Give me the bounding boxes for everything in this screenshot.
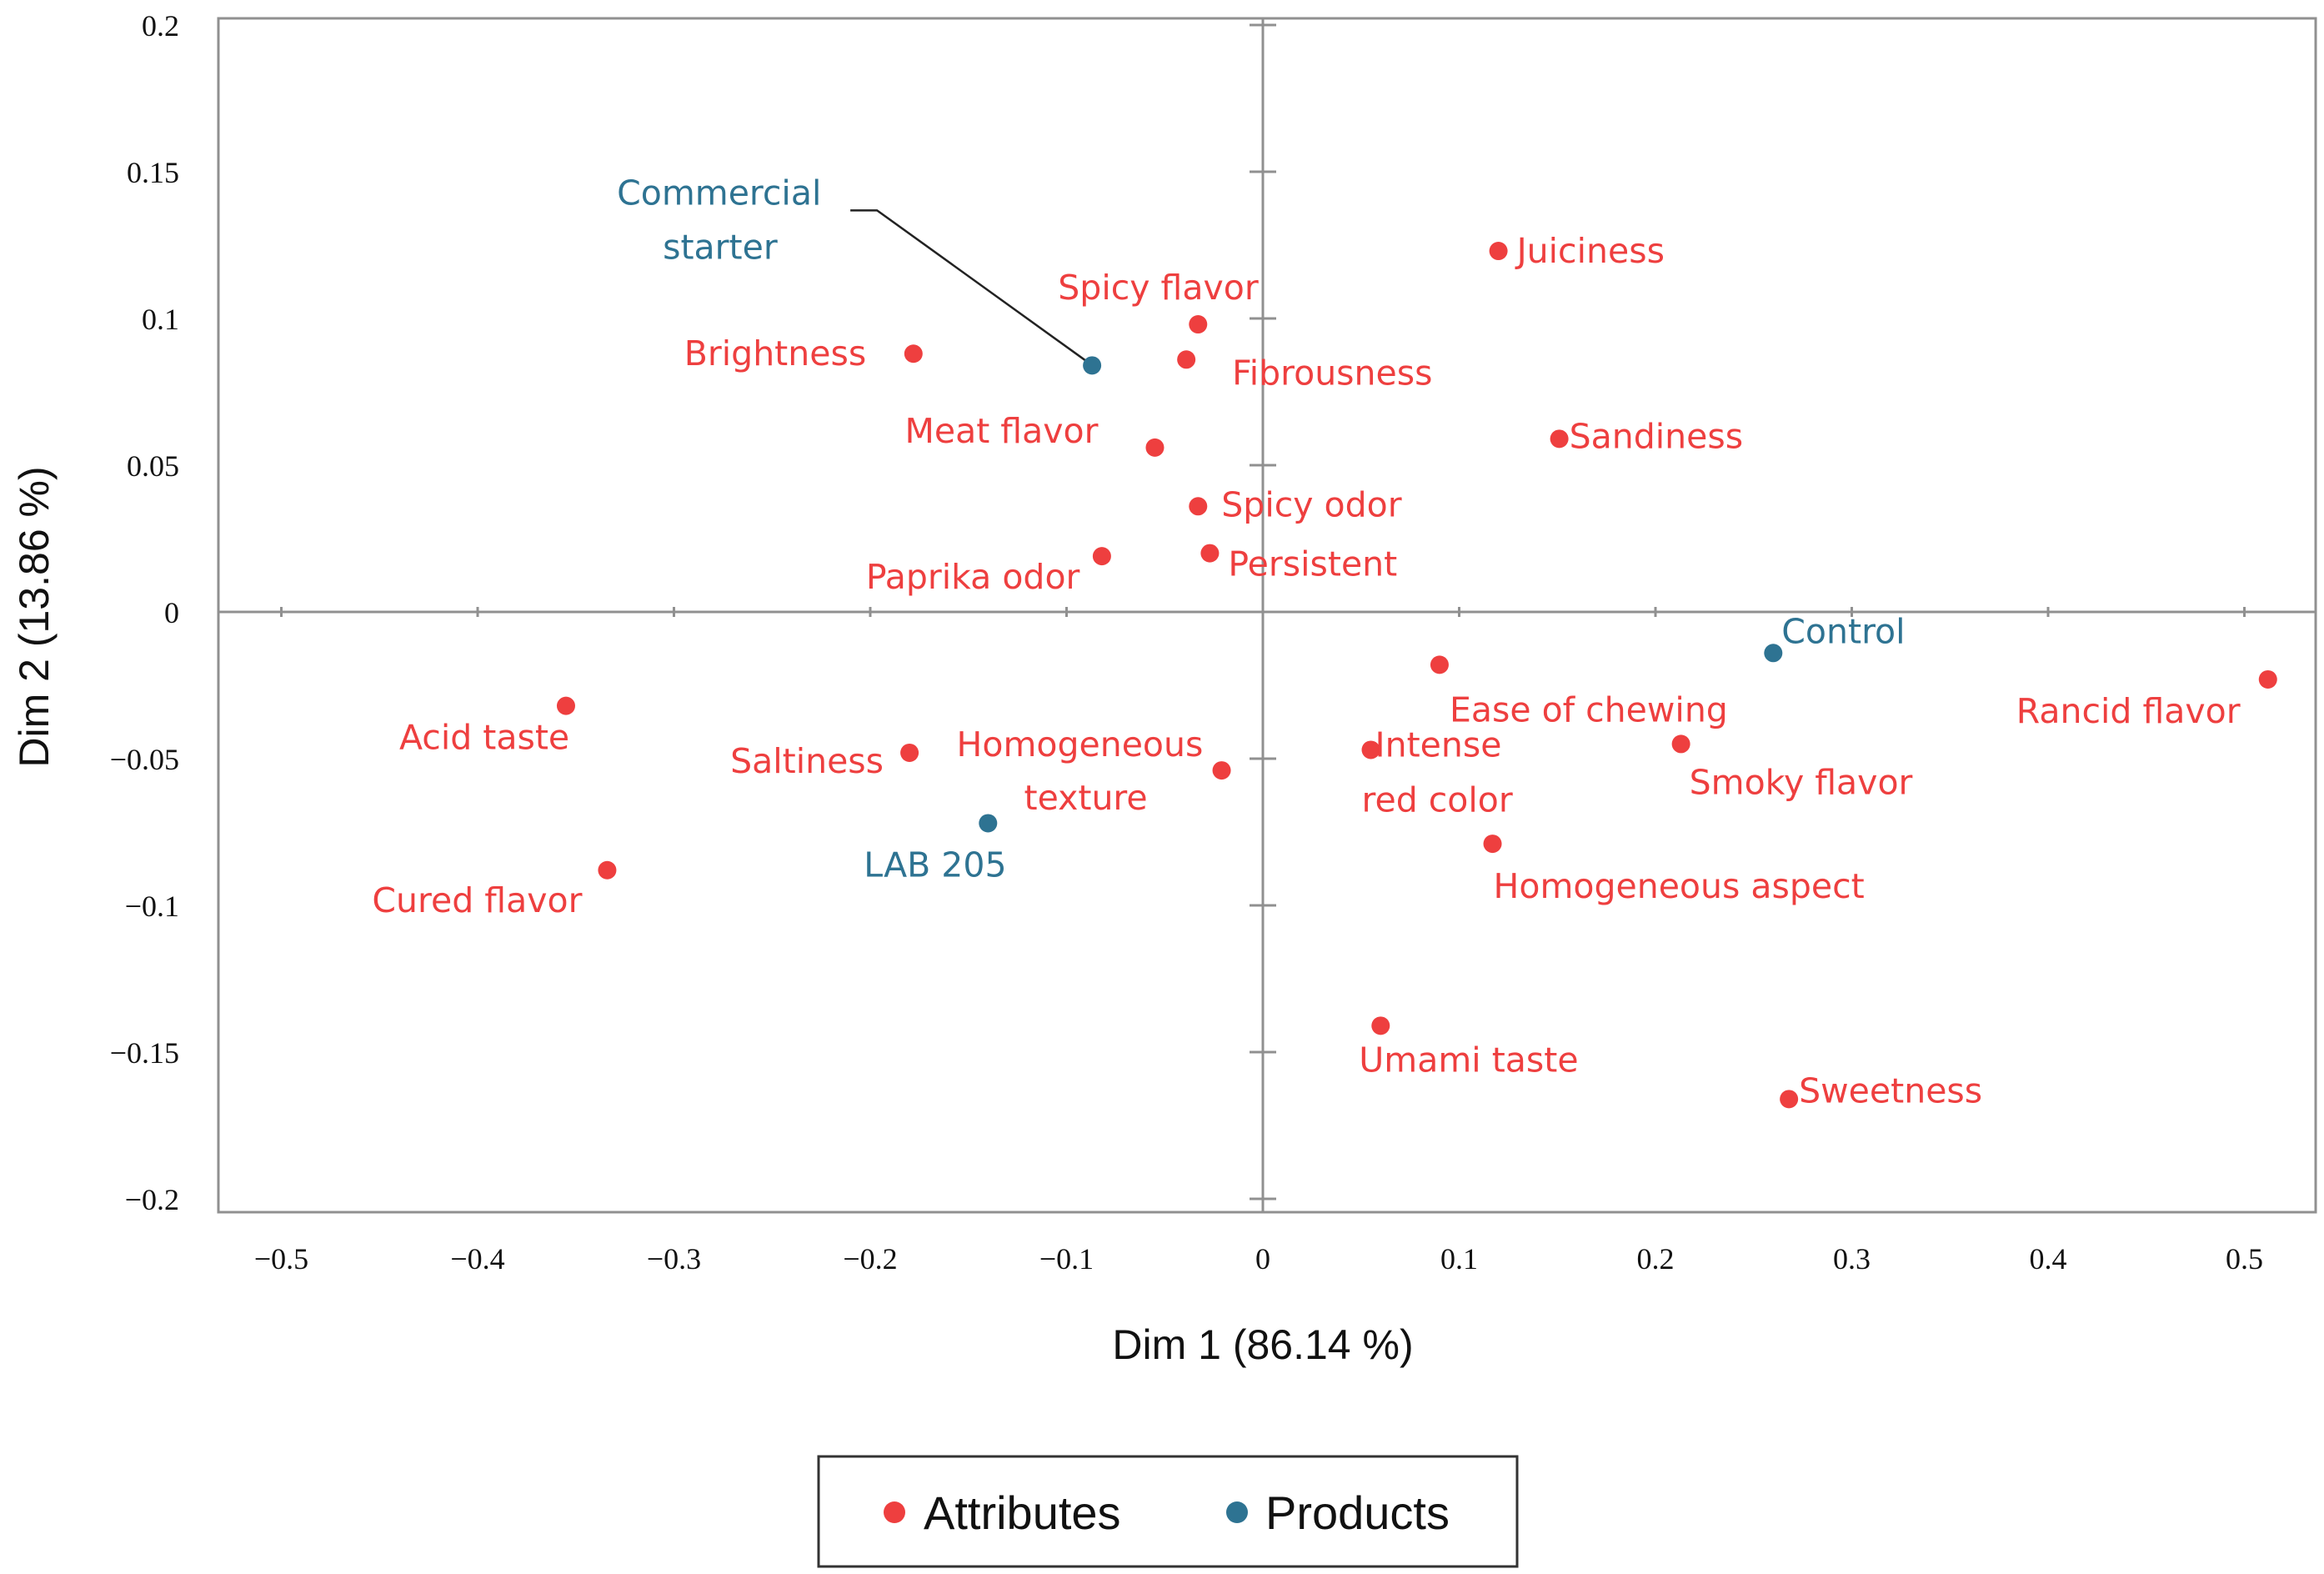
point-label: Meat flavor — [904, 411, 1098, 451]
point-label: LAB 205 — [864, 845, 1006, 885]
point-label: Sweetness — [1799, 1070, 1982, 1110]
point-attributes — [1671, 734, 1690, 754]
point-label: Smoky flavor — [1690, 762, 1913, 802]
x-tick-label: 0.4 — [2030, 1242, 2067, 1276]
data-points — [556, 242, 2277, 1109]
x-axis-ticks: −0.5 −0.4 −0.3 −0.2 −0.1 0 0.1 0.2 0.3 0.4 0.5 — [254, 607, 2263, 1276]
point-label: Homogeneous texture — [957, 724, 1204, 818]
point-label: Juiciness — [1515, 231, 1665, 271]
x-axis-title: Dim 1 (86.14 %) — [1112, 1321, 1413, 1368]
point-attributes — [2258, 669, 2277, 689]
leader-lines — [850, 209, 1086, 362]
point-label: Intense red color — [1362, 724, 1513, 820]
point-attributes — [556, 696, 575, 715]
y-tick-label: −0.2 — [125, 1183, 179, 1216]
zero-axes — [218, 18, 2316, 1212]
y-tick-label: 0.15 — [127, 156, 179, 189]
point-label: Persistent — [1228, 544, 1397, 584]
point-attributes — [1550, 429, 1569, 449]
point-label: Saltiness — [730, 741, 884, 781]
point-attributes — [900, 743, 919, 762]
point-attributes — [598, 860, 617, 880]
point-label: Paprika odor — [866, 557, 1080, 597]
point-label: Cured flavor — [372, 880, 582, 920]
y-tick-label: −0.1 — [125, 890, 179, 923]
y-tick-label: 0.1 — [142, 303, 179, 336]
point-attributes — [1189, 315, 1208, 334]
legend-marker-attributes — [884, 1501, 905, 1523]
legend: Attributes Products — [817, 1455, 1519, 1568]
x-tick-label: 0.1 — [1440, 1242, 1478, 1276]
point-label: Control — [1781, 611, 1905, 651]
legend-label-attributes: Attributes — [924, 1486, 1121, 1539]
point-attributes — [1371, 1016, 1390, 1035]
x-tick-label: 0.2 — [1637, 1242, 1675, 1276]
y-tick-label: 0.05 — [127, 449, 179, 483]
plot-frame — [217, 17, 2317, 1214]
point-label: Umami taste — [1359, 1040, 1578, 1080]
point-label: Acid taste — [399, 718, 569, 758]
point-attributes — [904, 344, 923, 363]
point-label: Commercial starter — [617, 173, 821, 267]
x-tick-label: −0.1 — [1039, 1242, 1094, 1276]
legend-marker-products — [1226, 1501, 1248, 1523]
point-label: Spicy flavor — [1058, 268, 1259, 308]
y-axis-title: Dim 2 (13.86 %) — [11, 466, 58, 767]
x-tick-label: −0.5 — [254, 1242, 308, 1276]
point-attributes — [1430, 655, 1449, 674]
x-tick-label: −0.2 — [843, 1242, 897, 1276]
point-attributes — [1200, 544, 1220, 563]
point-label: Brightness — [684, 333, 866, 373]
point-label: Fibrousness — [1232, 353, 1432, 393]
y-tick-label: −0.05 — [110, 743, 179, 776]
point-attributes — [1361, 740, 1380, 759]
y-tick-label: 0.2 — [142, 9, 179, 43]
x-tick-label: −0.4 — [450, 1242, 504, 1276]
point-attributes — [1092, 547, 1111, 566]
y-tick-label: −0.15 — [110, 1036, 179, 1070]
point-attributes — [1189, 497, 1208, 516]
leader-line — [850, 209, 1086, 362]
point-attributes — [1177, 350, 1196, 369]
point-attributes — [1483, 835, 1502, 854]
point-products — [979, 814, 998, 833]
point-products — [1764, 644, 1783, 663]
x-tick-label: 0.3 — [1833, 1242, 1871, 1276]
point-label: Rancid flavor — [2016, 691, 2241, 731]
point-label: Spicy odor — [1221, 484, 1401, 524]
x-tick-label: 0.5 — [2226, 1242, 2263, 1276]
y-tick-label: 0 — [164, 596, 179, 629]
point-labels: Juiciness Spicy flavor Brightness Fibrousne… — [372, 173, 2240, 1110]
point-attributes — [1780, 1090, 1799, 1109]
legend-box — [817, 1455, 1519, 1568]
y-axis-ticks: 0.2 0.15 0.1 0.05 0 −0.05 −0.1 −0.15 −0.2 — [110, 9, 1276, 1216]
x-tick-label: −0.3 — [647, 1242, 701, 1276]
point-label: Ease of chewing — [1450, 689, 1728, 729]
point-attributes — [1145, 438, 1165, 457]
point-products — [1083, 356, 1102, 375]
legend-label-products: Products — [1265, 1486, 1450, 1539]
point-attributes — [1489, 242, 1508, 261]
point-label: Homogeneous aspect — [1494, 866, 1865, 906]
point-label: Sandiness — [1570, 416, 1743, 456]
point-attributes — [1212, 761, 1231, 780]
x-tick-label: 0 — [1255, 1242, 1270, 1276]
